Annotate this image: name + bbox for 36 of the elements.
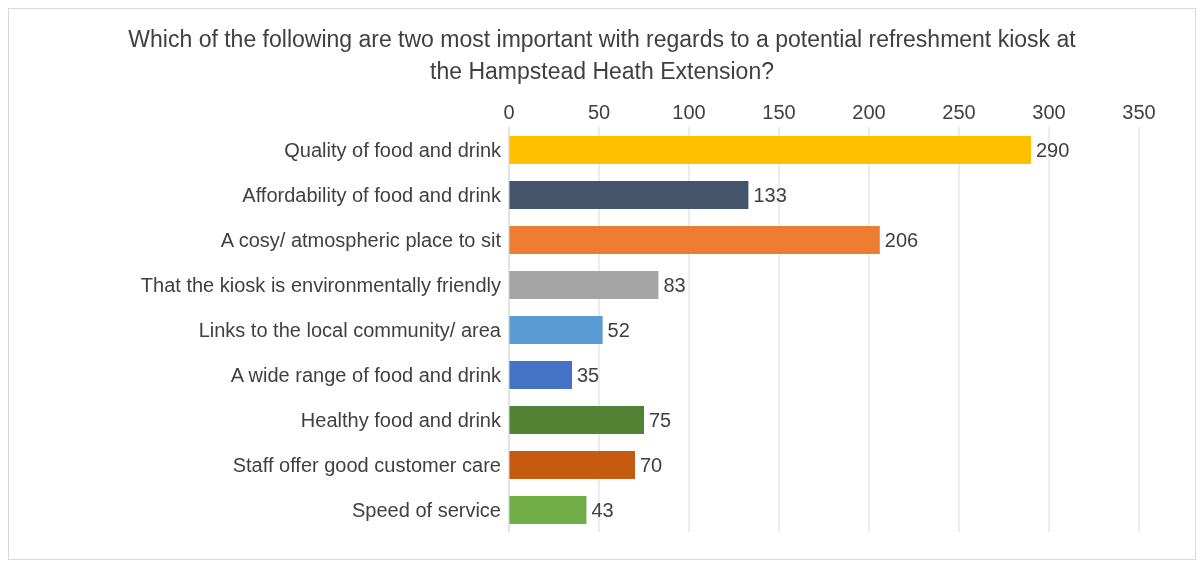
data-label: 133 [753,184,787,207]
bar [509,451,635,479]
bar [509,361,572,389]
y-tick-label: Speed of service [352,498,501,521]
data-label: 35 [577,364,600,387]
bar [509,136,1031,164]
bar [509,181,749,209]
x-tick-label: 350 [1122,101,1156,123]
bar [509,406,644,434]
x-tick-label: 300 [1032,101,1066,123]
x-tick-label: 150 [762,101,796,123]
data-label: 206 [884,229,919,252]
bar [509,226,880,254]
y-tick-label: Quality of food and drink [284,138,502,161]
data-label: 83 [663,274,686,297]
x-tick-label: 50 [587,101,611,123]
x-tick-label: 250 [942,101,976,123]
data-label: 75 [649,409,672,432]
y-tick-label: A cosy/ atmospheric place to sit [220,228,502,251]
x-tick-label: 0 [503,101,515,123]
bar [509,316,603,344]
y-tick-label: That the kiosk is environmentally friendly [140,273,501,296]
data-label: 290 [1036,139,1070,162]
y-tick-label: Affordability of food and drink [242,183,502,206]
data-label: 70 [640,454,663,477]
data-label: 52 [607,319,630,342]
y-tick-label: Links to the local community/ area [198,318,502,341]
y-tick-label: Healthy food and drink [300,408,502,431]
y-tick-label: Staff offer good customer care [232,453,501,476]
bar [509,496,587,524]
y-tick-label: A wide range of food and drink [230,363,502,386]
chart-title: Which of the following are two most important with regards to a potential refreshment kiosk at the Hampstead Heath Extension? [127,25,1077,86]
x-tick-label: 200 [852,101,886,123]
bar [509,271,659,299]
x-tick-label: 100 [672,101,706,123]
data-label: 43 [591,499,614,522]
